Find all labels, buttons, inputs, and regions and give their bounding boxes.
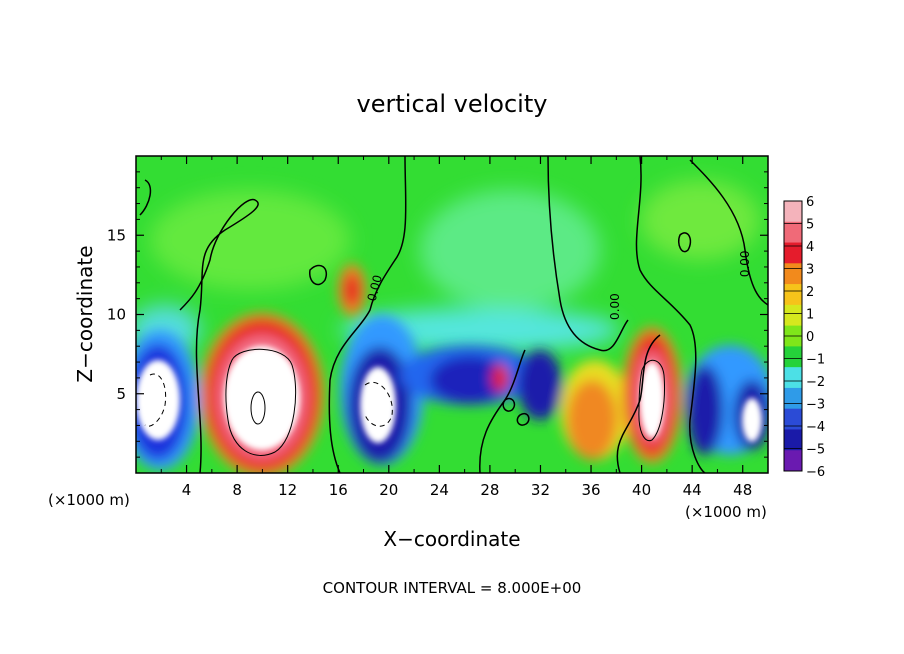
field-broad-regions: [136, 180, 760, 355]
field-orange-35: [567, 380, 617, 460]
contour-label: 0.00: [365, 273, 385, 302]
x-axis-unit-right: (×1000 m): [685, 503, 767, 521]
colorbar: 6 5 4 3 2 1 0 −1 −2 −3 −4 −5 −6: [783, 195, 825, 480]
colorbar-label: 1: [806, 308, 814, 323]
field-darkblue-26: [430, 356, 510, 404]
colorbar-swatch: [784, 367, 802, 389]
contour-positive-40: [638, 360, 665, 442]
x-tick-label: 8: [232, 481, 242, 499]
field-lightgreen-upper-right: [640, 180, 760, 260]
x-axis-unit-left: (×1000 m): [48, 491, 130, 509]
field-darkblue-32: [518, 350, 562, 420]
contour-negative-18: [364, 382, 393, 427]
x-tick-label: 4: [182, 481, 192, 499]
x-tick-label: 32: [531, 481, 550, 499]
contour-zero-h: [139, 179, 152, 216]
colorbar-swatch: [784, 346, 802, 368]
colorbar-label: 6: [806, 195, 814, 210]
colorbar-swatch: [784, 221, 802, 244]
colorbar-label: −3: [806, 398, 825, 413]
x-tick-label: 20: [379, 481, 398, 499]
x-tick-label: 28: [480, 481, 499, 499]
y-axis-ticks: 5 10 15: [107, 171, 768, 458]
y-tick-label: 10: [107, 306, 126, 324]
field-red-29: [492, 364, 508, 392]
x-tick-label: 36: [581, 481, 600, 499]
core-white-18: [360, 367, 396, 443]
colorbar-label: −1: [806, 353, 825, 368]
contour-lines: [139, 156, 768, 473]
contour-zero-g: [616, 334, 661, 473]
colorbar-label: 2: [806, 285, 814, 300]
field-lightgreen-upper-left: [150, 190, 350, 290]
contour-labels: 0.00 0.00 0.00: [365, 250, 752, 320]
colorbar-swatch: [784, 450, 802, 472]
contour-zero-c: [547, 156, 629, 352]
colorbar-label: 5: [806, 218, 814, 233]
x-tick-label: 12: [278, 481, 297, 499]
colorbar-swatch: [784, 263, 802, 285]
contour-negative-left: [144, 373, 167, 427]
contour-lines-thin: [225, 348, 665, 456]
contour-zero-d: [635, 156, 706, 473]
core-white-8-12: [224, 346, 300, 450]
x-tick-label: 48: [733, 481, 752, 499]
field-cyan-upper: [420, 190, 600, 310]
y-tick-label: 5: [116, 385, 126, 403]
colorbar-label: −4: [806, 420, 825, 435]
contour-zero-l: [516, 412, 530, 426]
contour-zero-j: [677, 232, 692, 253]
contour-positive-8-12: [225, 348, 297, 456]
colorbar-label: 4: [806, 240, 814, 255]
colorbar-swatch: [784, 408, 802, 430]
colorbar-label: −6: [806, 465, 825, 480]
colorbar-swatch: [784, 387, 802, 410]
colorbar-swatch: [784, 201, 802, 223]
contour-zero-i: [309, 264, 327, 286]
contour-label: 0.00: [738, 250, 752, 277]
chart-title: vertical velocity: [357, 90, 548, 118]
contour-lines-dashed: [144, 373, 393, 427]
colorbar-swatch: [784, 242, 802, 264]
core-white-49: [742, 398, 762, 442]
contour-zero-k: [502, 397, 516, 412]
contour-label: 0.00: [608, 293, 622, 320]
colorbar-label: −2: [806, 375, 825, 390]
field-white-cores: [136, 346, 762, 450]
y-tick-label: 15: [107, 226, 126, 244]
x-tick-label: 16: [329, 481, 348, 499]
contour-positive-core-9: [250, 391, 266, 425]
colorbar-swatch: [784, 284, 802, 306]
x-tick-label: 24: [430, 481, 449, 499]
field-red-17: [344, 274, 360, 306]
contour-zero-b: [328, 156, 407, 473]
core-white-40: [640, 362, 664, 438]
colorbar-label: 3: [806, 263, 814, 278]
x-tick-label: 44: [683, 481, 702, 499]
colorbar-label: −5: [806, 443, 825, 458]
plot-area: 0.00 0.00 0.00: [136, 156, 768, 473]
x-axis-label: X−coordinate: [383, 527, 520, 551]
colorbar-swatch: [784, 304, 802, 327]
contour-interval-footer: CONTOUR INTERVAL = 8.000E+00: [323, 579, 582, 597]
field-darkblue-45: [687, 365, 723, 455]
x-tick-label: 40: [632, 481, 651, 499]
colorbar-swatch: [784, 429, 802, 451]
y-axis-label: Z−coordinate: [73, 245, 97, 382]
core-white-left: [136, 360, 180, 440]
contour-zero-e: [689, 159, 768, 306]
contour-zero-a: [179, 198, 259, 473]
x-axis-ticks: 4 8 12 16 20 24 28 32 36 40 44 48: [160, 156, 752, 499]
colorbar-label: 0: [806, 330, 814, 345]
